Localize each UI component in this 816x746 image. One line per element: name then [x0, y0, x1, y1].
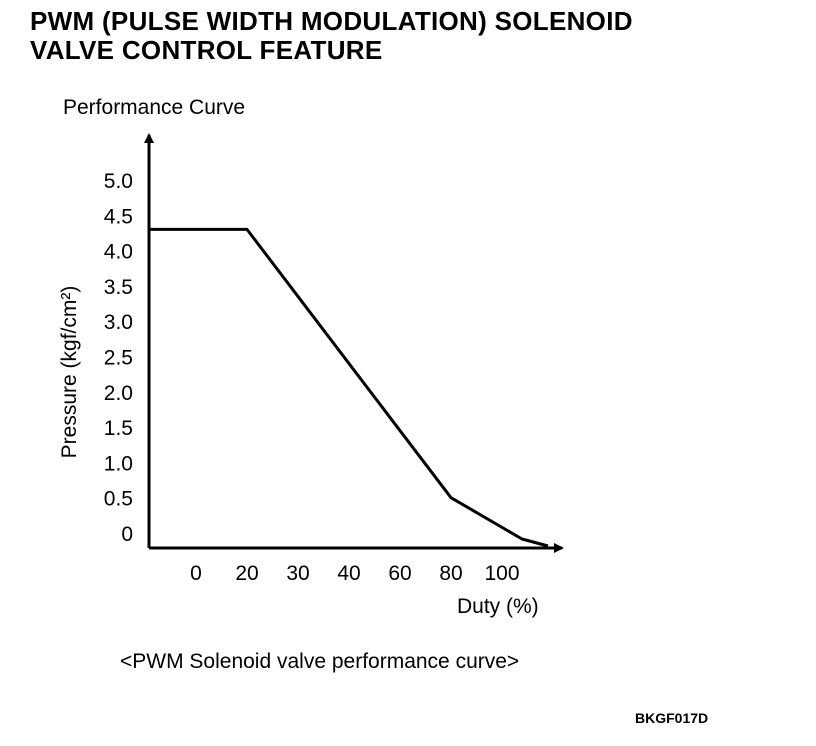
y-tick-label: 5.0 [104, 170, 133, 193]
y-tick-label: 2.0 [104, 382, 133, 405]
heading-line-2: VALVE CONTROL FEATURE [30, 35, 383, 65]
y-tick-label: 2.5 [104, 347, 133, 370]
x-tick-label: 60 [388, 562, 411, 585]
y-tick-label: 3.0 [104, 311, 133, 334]
y-axis-label: Pressure (kgf/cm²) [58, 286, 81, 459]
figure-code: BKGF017D [635, 710, 709, 726]
y-tick-labels: 5.0 4.5 4.0 3.5 3.0 2.5 2.0 1.5 1.0 0.5 0 [104, 170, 133, 546]
x-tick-label: 30 [286, 562, 309, 585]
x-tick-label: 80 [439, 562, 462, 585]
figure-caption: <PWM Solenoid valve performance curve> [120, 650, 520, 673]
x-tick-label: 0 [190, 562, 202, 585]
pressure-curve-line [150, 227, 549, 548]
x-tick-labels: 0 20 30 40 60 80 100 [190, 562, 519, 585]
page-heading: PWM (PULSE WIDTH MODULATION) SOLENOID VA… [30, 7, 790, 65]
y-tick-label: 0 [121, 523, 133, 546]
y-tick-label: 3.5 [104, 276, 133, 299]
x-axis-label: Duty (%) [457, 595, 539, 618]
y-tick-label: 1.0 [104, 452, 133, 475]
x-tick-label: 20 [235, 562, 258, 585]
x-tick-label: 40 [337, 562, 360, 585]
y-tick-label: 0.5 [104, 488, 133, 511]
y-tick-label: 1.5 [104, 417, 133, 440]
y-tick-label: 4.0 [104, 241, 133, 264]
y-tick-label: 4.5 [104, 205, 133, 228]
heading-line-1: PWM (PULSE WIDTH MODULATION) SOLENOID [30, 6, 633, 36]
chart-title: Performance Curve [63, 96, 245, 119]
x-tick-label: 100 [484, 562, 519, 585]
